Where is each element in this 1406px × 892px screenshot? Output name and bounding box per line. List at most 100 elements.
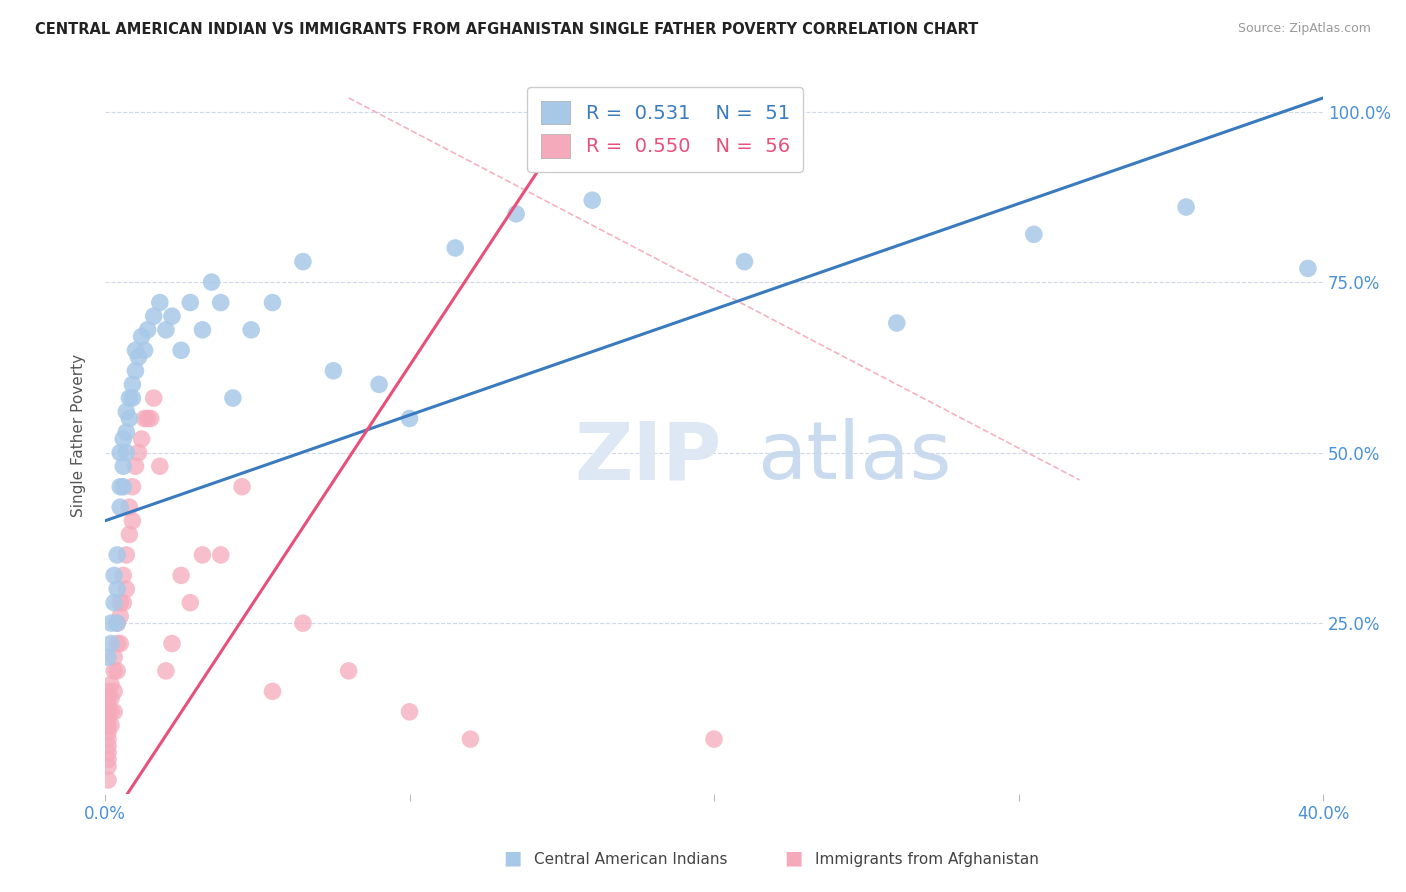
Point: [191, 548, 214, 562]
Point: [240, 323, 263, 337]
Point: [118, 527, 141, 541]
Point: [191, 323, 214, 337]
Point: [115, 548, 138, 562]
Point: [97, 772, 120, 787]
Point: [200, 275, 222, 289]
Point: [100, 677, 122, 691]
Point: [368, 377, 391, 392]
Point: [115, 405, 138, 419]
Point: [115, 445, 138, 459]
Text: atlas: atlas: [756, 418, 950, 496]
Point: [105, 582, 128, 596]
Point: [112, 432, 135, 446]
Point: [103, 664, 125, 678]
Text: Source: ZipAtlas.com: Source: ZipAtlas.com: [1237, 22, 1371, 36]
Point: [505, 207, 527, 221]
Point: [112, 596, 135, 610]
Point: [105, 616, 128, 631]
Point: [121, 514, 143, 528]
Point: [97, 718, 120, 732]
Point: [100, 691, 122, 706]
Point: [110, 637, 132, 651]
Point: [134, 411, 156, 425]
Point: [322, 364, 344, 378]
Point: [97, 684, 120, 698]
Point: [398, 705, 420, 719]
Point: [103, 705, 125, 719]
Point: [1175, 200, 1198, 214]
Point: [103, 596, 125, 610]
Text: CENTRAL AMERICAN INDIAN VS IMMIGRANTS FROM AFGHANISTAN SINGLE FATHER POVERTY COR: CENTRAL AMERICAN INDIAN VS IMMIGRANTS FR…: [35, 22, 979, 37]
Point: [103, 650, 125, 665]
Point: [97, 739, 120, 753]
Point: [149, 295, 172, 310]
Point: [97, 732, 120, 747]
Point: [103, 684, 125, 698]
Point: [110, 596, 132, 610]
Point: [131, 329, 153, 343]
Point: [222, 391, 245, 405]
Point: [118, 411, 141, 425]
Point: [1296, 261, 1319, 276]
Point: [105, 637, 128, 651]
Point: [136, 411, 159, 425]
Point: [105, 548, 128, 562]
Point: [97, 746, 120, 760]
Point: [142, 391, 165, 405]
Point: [115, 582, 138, 596]
Point: [97, 705, 120, 719]
Point: [291, 616, 314, 631]
Point: [886, 316, 908, 330]
Point: [231, 480, 253, 494]
Point: [734, 254, 756, 268]
Point: [97, 691, 120, 706]
Point: [118, 500, 141, 515]
Point: [1022, 227, 1045, 242]
Point: [121, 377, 143, 392]
Point: [170, 343, 193, 358]
Point: [110, 609, 132, 624]
Point: [155, 664, 177, 678]
Point: [100, 718, 122, 732]
Point: [262, 295, 284, 310]
Point: [160, 637, 183, 651]
Point: [127, 445, 149, 459]
Point: [209, 295, 232, 310]
Point: [398, 411, 420, 425]
Point: [444, 241, 467, 255]
Point: [121, 480, 143, 494]
Point: [703, 732, 725, 747]
Point: [179, 295, 201, 310]
Point: [170, 568, 193, 582]
Point: [262, 684, 284, 698]
Point: [131, 432, 153, 446]
Text: ZIP: ZIP: [574, 418, 721, 496]
Point: [139, 411, 162, 425]
Point: [100, 705, 122, 719]
Point: [110, 445, 132, 459]
Point: [105, 664, 128, 678]
Point: [97, 698, 120, 712]
Point: [155, 323, 177, 337]
Point: [160, 309, 183, 323]
Point: [100, 637, 122, 651]
Point: [460, 732, 482, 747]
Point: [97, 712, 120, 726]
Legend: R =  0.531    N =  51, R =  0.550    N =  56: R = 0.531 N = 51, R = 0.550 N = 56: [527, 87, 803, 171]
Point: [134, 343, 156, 358]
Text: Immigrants from Afghanistan: Immigrants from Afghanistan: [815, 852, 1039, 867]
Point: [103, 568, 125, 582]
Point: [110, 480, 132, 494]
Point: [124, 459, 146, 474]
Point: [97, 759, 120, 773]
Point: [209, 548, 232, 562]
Point: [112, 480, 135, 494]
Point: [112, 568, 135, 582]
Point: [97, 725, 120, 739]
Point: [115, 425, 138, 439]
Point: [149, 459, 172, 474]
Point: [581, 193, 603, 207]
Point: [112, 459, 135, 474]
Point: [142, 309, 165, 323]
Point: [97, 650, 120, 665]
